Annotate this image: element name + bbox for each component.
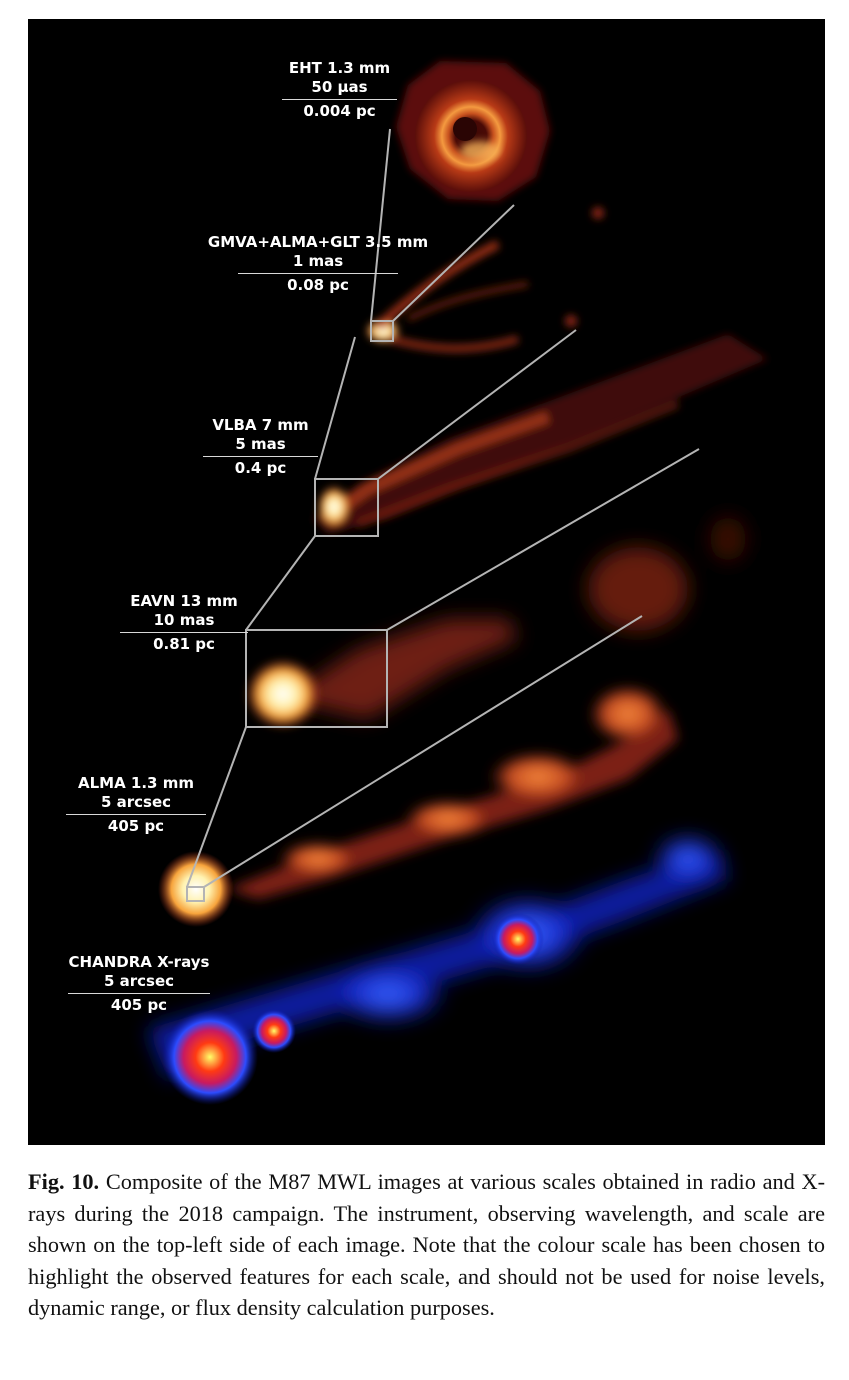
zoom-line bbox=[386, 448, 700, 631]
zoom-box-gmva bbox=[370, 320, 394, 342]
eavn-image bbox=[245, 517, 746, 730]
figure-caption: Fig. 10. Composite of the M87 MWL images… bbox=[28, 1166, 825, 1324]
label-chandra: CHANDRA X-rays 5 arcsec 405 pc bbox=[54, 953, 224, 1015]
angular-scale: 5 arcsec bbox=[100, 793, 172, 811]
label-alma: ALMA 1.3 mm 5 arcsec 405 pc bbox=[66, 774, 206, 836]
physical-scale: 0.004 pc bbox=[303, 102, 376, 120]
label-eavn: EAVN 13 mm 10 mas 0.81 pc bbox=[120, 592, 248, 654]
caption-label: Fig. 10. bbox=[28, 1169, 100, 1194]
angular-scale: 1 mas bbox=[292, 252, 344, 270]
m87-composite-figure: EHT 1.3 mm 50 µas 0.004 pc GMVA+ALMA+GLT… bbox=[28, 19, 825, 1145]
scale-bar bbox=[238, 273, 398, 274]
angular-scale: 10 mas bbox=[153, 611, 215, 629]
eht-image bbox=[396, 61, 550, 201]
instrument-label: CHANDRA X-rays bbox=[68, 953, 210, 971]
scale-bar bbox=[282, 99, 397, 100]
instrument-label: VLBA 7 mm bbox=[212, 416, 309, 434]
caption-text: Composite of the M87 MWL images at vario… bbox=[28, 1169, 826, 1320]
physical-scale: 0.4 pc bbox=[234, 459, 287, 477]
instrument-label: ALMA 1.3 mm bbox=[78, 774, 194, 792]
physical-scale: 0.81 pc bbox=[153, 635, 215, 653]
zoom-box-alma bbox=[186, 886, 205, 902]
zoom-indicators bbox=[186, 128, 700, 902]
physical-scale: 0.08 pc bbox=[287, 276, 349, 294]
instrument-label: EHT 1.3 mm bbox=[288, 59, 391, 77]
scale-bar bbox=[68, 993, 210, 994]
zoom-line bbox=[370, 128, 391, 322]
figure-graphics bbox=[148, 61, 768, 1105]
zoom-line bbox=[245, 535, 316, 631]
zoom-box-eavn bbox=[245, 629, 388, 728]
label-vlba: VLBA 7 mm 5 mas 0.4 pc bbox=[203, 416, 318, 478]
scale-bar bbox=[66, 814, 206, 815]
angular-scale: 5 arcsec bbox=[103, 972, 175, 990]
zoom-line bbox=[314, 336, 356, 480]
scale-bar bbox=[120, 632, 248, 633]
vlba-image bbox=[313, 334, 768, 534]
zoom-line bbox=[377, 329, 577, 480]
physical-scale: 405 pc bbox=[107, 817, 165, 835]
angular-scale: 5 mas bbox=[235, 435, 286, 453]
zoom-line bbox=[203, 615, 643, 888]
zoom-line bbox=[392, 204, 515, 322]
instrument-label: EAVN 13 mm bbox=[130, 592, 238, 610]
chandra-image bbox=[148, 834, 728, 1105]
zoom-box-vlba bbox=[314, 478, 379, 537]
instrument-label: GMVA+ALMA+GLT 3.5 mm bbox=[207, 233, 429, 251]
scale-bar bbox=[203, 456, 318, 457]
zoom-line bbox=[186, 726, 247, 888]
label-eht: EHT 1.3 mm 50 µas 0.004 pc bbox=[282, 59, 397, 121]
physical-scale: 405 pc bbox=[110, 996, 168, 1014]
angular-scale: 50 µas bbox=[311, 78, 368, 96]
label-gmva: GMVA+ALMA+GLT 3.5 mm 1 mas 0.08 pc bbox=[183, 233, 453, 295]
alma-image bbox=[158, 684, 678, 927]
